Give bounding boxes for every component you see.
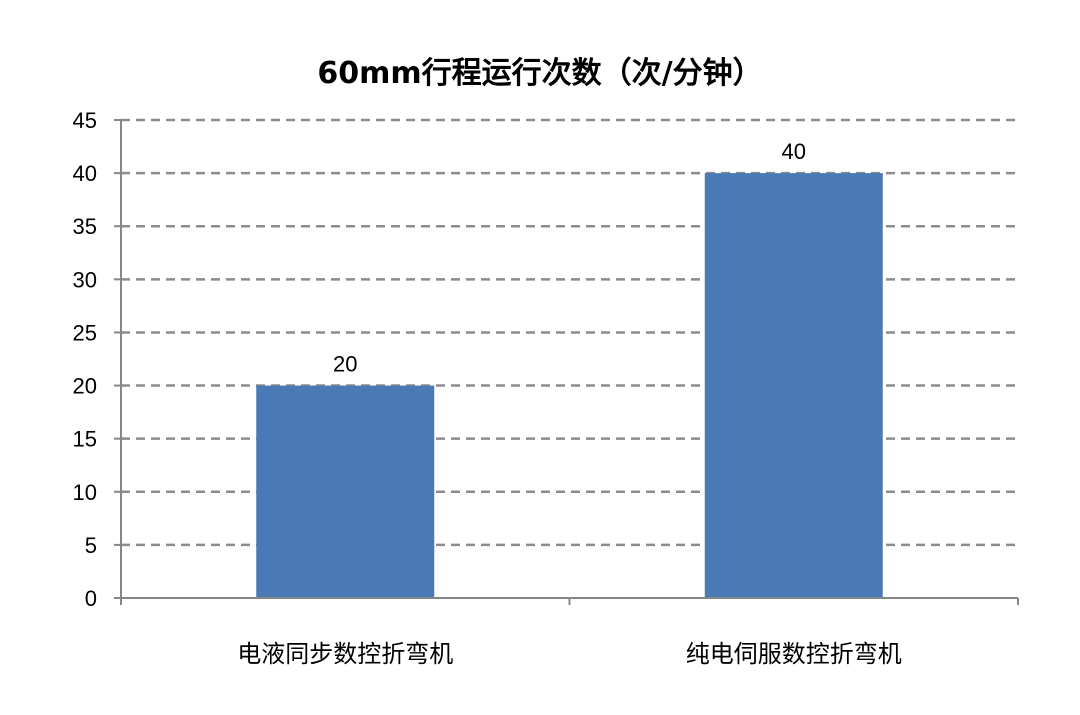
y-tick-label: 35: [73, 214, 97, 239]
y-tick-label: 15: [73, 427, 97, 452]
y-tick-label: 10: [73, 480, 97, 505]
data-label: 40: [782, 139, 806, 164]
y-tick-label: 0: [85, 586, 97, 611]
y-tick-label: 20: [73, 374, 97, 399]
grid-lines: [121, 118, 1018, 547]
y-tick-label: 25: [73, 320, 97, 345]
bar: [704, 173, 883, 598]
bar: [256, 385, 435, 598]
x-axis-category-labels: 电液同步数控折弯机 纯电伺服数控折弯机: [237, 640, 902, 668]
y-tick-label: 5: [85, 533, 97, 558]
data-label: 20: [333, 352, 357, 377]
axes: [114, 119, 1019, 605]
y-axis-tick-labels: 0 5 10 15 20 25 30 35 40 45: [73, 108, 97, 611]
x-category-label: 电液同步数控折弯机: [237, 640, 453, 668]
y-tick-label: 45: [73, 108, 97, 133]
y-tick-label: 40: [73, 161, 97, 186]
x-category-label: 纯电伺服数控折弯机: [686, 640, 902, 668]
chart-title: 60mm行程运行次数（次/分钟）: [317, 56, 762, 91]
bars: [256, 173, 883, 598]
y-tick-label: 30: [73, 267, 97, 292]
